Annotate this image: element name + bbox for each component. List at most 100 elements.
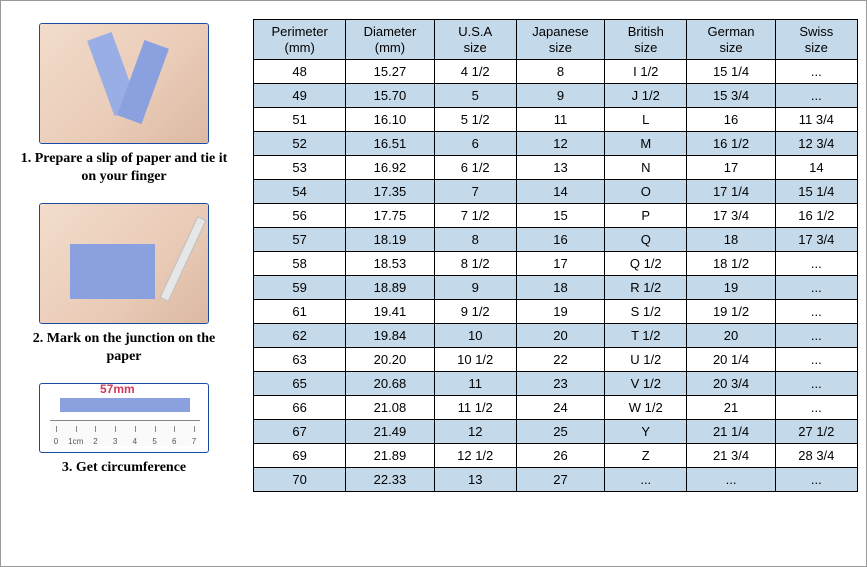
table-row: 5918.89918R 1/219... [254,276,858,300]
table-cell: 15 [516,204,604,228]
table-cell: 13 [434,468,516,492]
ruler-number: 2 [93,437,97,446]
table-cell: 15 3/4 [687,84,775,108]
ruler-icon: 01cm234567 [50,420,200,446]
table-cell: 18.19 [346,228,434,252]
table-cell: 57 [254,228,346,252]
table-cell: 12 [516,132,604,156]
table-cell: ... [605,468,687,492]
table-cell: 66 [254,396,346,420]
table-cell: ... [775,324,857,348]
column-header: Japanesesize [516,20,604,60]
table-cell: N [605,156,687,180]
table-cell: 12 1/2 [434,444,516,468]
table-cell: 7 1/2 [434,204,516,228]
ruler-tick [95,426,96,432]
table-cell: Z [605,444,687,468]
table-cell: 20.20 [346,348,434,372]
measurement-label: 57mm [100,383,135,396]
table-row: 4915.7059J 1/215 3/4... [254,84,858,108]
step-3-image: 57mm 01cm234567 [39,383,209,453]
table-cell: 21.08 [346,396,434,420]
column-header: U.S.Asize [434,20,516,60]
ruler-number: 7 [192,437,196,446]
ruler-tick [115,426,116,432]
table-cell: 18 [516,276,604,300]
table-cell: 9 1/2 [434,300,516,324]
column-header: Perimeter(mm) [254,20,346,60]
table-cell: ... [775,348,857,372]
table-cell: 16.92 [346,156,434,180]
table-row: 7022.331327......... [254,468,858,492]
table-cell: 48 [254,60,346,84]
table-cell: 15.70 [346,84,434,108]
table-cell: 15 1/4 [775,180,857,204]
ruler-tick [76,426,77,432]
table-cell: 63 [254,348,346,372]
ruler-tick [56,426,57,432]
table-cell: ... [775,468,857,492]
table-cell: P [605,204,687,228]
table-cell: T 1/2 [605,324,687,348]
table-cell: 4 1/2 [434,60,516,84]
column-header: Swisssize [775,20,857,60]
ruler-number: 1cm [68,437,83,446]
table-cell: 16 1/2 [775,204,857,228]
table-row: 5417.35714O17 1/415 1/4 [254,180,858,204]
table-cell: 20 [516,324,604,348]
table-cell: 8 [434,228,516,252]
ruler-number: 5 [152,437,156,446]
table-cell: 16.10 [346,108,434,132]
step-1-caption: 1. Prepare a slip of paper and tie it on… [15,150,233,185]
table-row: 6320.2010 1/222U 1/220 1/4... [254,348,858,372]
column-header: Germansize [687,20,775,60]
table-cell: U 1/2 [605,348,687,372]
table-cell: 7 [434,180,516,204]
ruler-number: 6 [172,437,176,446]
table-cell: 19.84 [346,324,434,348]
table-cell: 17 3/4 [775,228,857,252]
table-cell: ... [775,372,857,396]
step-1: 1. Prepare a slip of paper and tie it on… [15,23,233,185]
table-cell: 26 [516,444,604,468]
table-cell: 5 1/2 [434,108,516,132]
table-cell: ... [687,468,775,492]
table-cell: 12 [434,420,516,444]
table-cell: 17 [687,156,775,180]
table-cell: 6 [434,132,516,156]
table-cell: 28 3/4 [775,444,857,468]
table-cell: 15 1/4 [687,60,775,84]
paper-strip-icon [60,398,190,412]
ring-size-table: Perimeter(mm)Diameter(mm)U.S.AsizeJapane… [253,19,858,492]
table-cell: Y [605,420,687,444]
step-1-image [39,23,209,144]
table-cell: 21 1/4 [687,420,775,444]
table-row: 6520.681123V 1/220 3/4... [254,372,858,396]
table-cell: 16 [516,228,604,252]
table-cell: S 1/2 [605,300,687,324]
table-cell: 21.49 [346,420,434,444]
table-cell: 6 1/2 [434,156,516,180]
table-cell: 24 [516,396,604,420]
table-cell: 59 [254,276,346,300]
table-cell: 18.53 [346,252,434,276]
table-cell: 10 1/2 [434,348,516,372]
step-2: 2. Mark on the junction on the paper [15,203,233,365]
table-body: 4815.274 1/28I 1/215 1/4...4915.7059J 1/… [254,60,858,492]
ruler-tick [135,426,136,432]
table-cell: 19 [516,300,604,324]
table-cell: 16 [687,108,775,132]
table-cell: 21 [687,396,775,420]
table-cell: M [605,132,687,156]
table-row: 6119.419 1/219S 1/219 1/2... [254,300,858,324]
table-cell: 18 1/2 [687,252,775,276]
table-cell: 52 [254,132,346,156]
table-row: 5818.538 1/217Q 1/218 1/2... [254,252,858,276]
table-cell: 12 3/4 [775,132,857,156]
table-cell: 14 [516,180,604,204]
table-cell: 11 [516,108,604,132]
table-cell: ... [775,252,857,276]
table-cell: ... [775,276,857,300]
table-cell: 10 [434,324,516,348]
ruler-number: 0 [54,437,58,446]
